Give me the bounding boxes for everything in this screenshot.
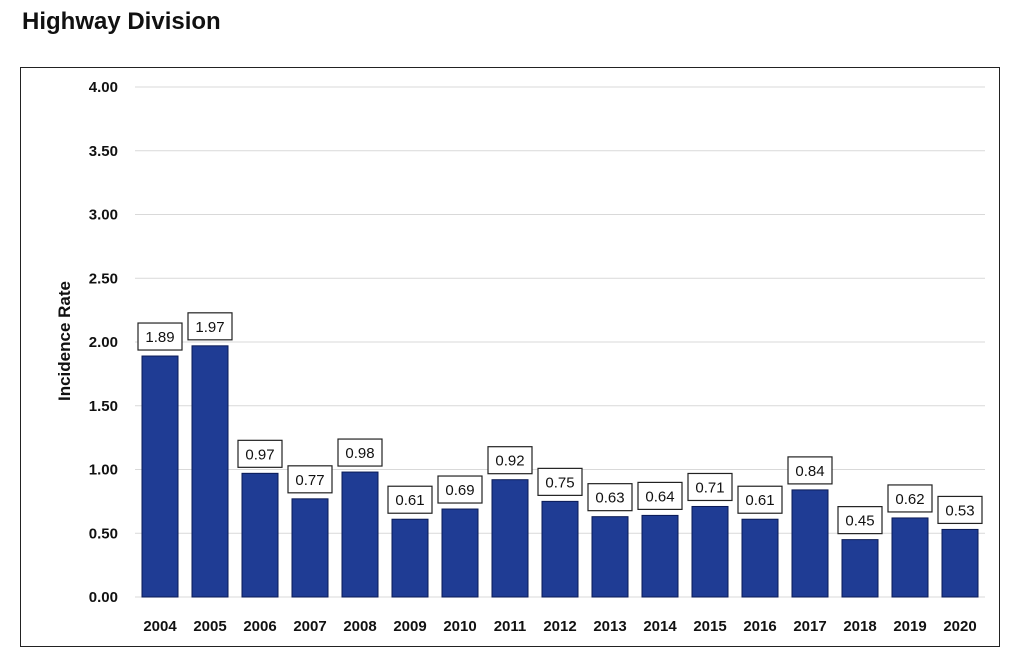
bar xyxy=(891,517,929,598)
data-label-box xyxy=(187,312,233,341)
x-tick-label: 2020 xyxy=(943,618,976,635)
bar xyxy=(741,518,779,598)
data-label: 0.77 xyxy=(295,472,324,489)
bar xyxy=(191,345,229,598)
data-label-box xyxy=(487,446,533,475)
data-label-box xyxy=(887,484,933,513)
data-label: 1.97 xyxy=(195,319,224,336)
y-tick-label: 4.00 xyxy=(89,79,118,96)
data-label: 0.71 xyxy=(695,479,724,496)
bar xyxy=(441,508,479,598)
data-label-box xyxy=(437,475,483,504)
bar xyxy=(691,505,729,598)
bar xyxy=(491,479,529,598)
x-tick-label: 2004 xyxy=(143,618,177,635)
data-labels: 1.89 1.97 0.97 0.77 0.98 0.61 0.69 0.92 0.75 0.63… xyxy=(137,312,983,535)
data-label: 0.98 xyxy=(345,445,374,462)
data-label-box xyxy=(937,495,983,525)
x-tick-label: 2016 xyxy=(743,618,776,635)
data-label: 0.61 xyxy=(395,492,424,509)
y-tick-label: 3.00 xyxy=(89,207,118,224)
bar xyxy=(391,518,429,598)
bar xyxy=(541,500,579,598)
x-tick-label: 2018 xyxy=(843,618,876,635)
data-label: 0.97 xyxy=(245,446,274,463)
data-label-box xyxy=(337,438,383,467)
y-tick-label: 2.50 xyxy=(89,270,118,287)
data-label: 0.63 xyxy=(595,490,624,507)
data-label-box xyxy=(687,472,733,502)
y-axis-ticks: 0.00 0.50 1.00 1.50 2.00 2.50 3.00 3.50 4.00 xyxy=(89,79,118,606)
data-label: 0.92 xyxy=(495,453,524,470)
x-tick-label: 2012 xyxy=(543,618,576,635)
data-label: 1.89 xyxy=(145,329,174,346)
data-label-box xyxy=(637,481,683,510)
data-label: 0.62 xyxy=(895,491,924,508)
bar xyxy=(591,516,629,598)
x-tick-label: 2007 xyxy=(293,618,326,635)
x-axis-ticks: 2004 2005 2006 2007 2008 2009 2010 2011 2012 2013… xyxy=(143,618,976,635)
data-label-box xyxy=(287,465,333,494)
x-tick-label: 2017 xyxy=(793,618,826,635)
bar xyxy=(791,489,829,598)
data-label-box xyxy=(737,485,783,514)
data-label-box xyxy=(837,506,883,535)
y-tick-label: 1.50 xyxy=(89,398,118,415)
y-tick-label: 2.00 xyxy=(89,334,118,351)
data-label: 0.75 xyxy=(545,474,574,491)
data-label: 0.64 xyxy=(645,488,674,505)
bar xyxy=(641,514,679,598)
page-title: Highway Division xyxy=(22,8,221,35)
bar xyxy=(141,355,179,598)
bars xyxy=(141,345,979,598)
y-tick-label: 3.50 xyxy=(89,143,118,160)
data-label-box xyxy=(387,485,433,514)
data-label: 0.69 xyxy=(445,482,474,499)
x-tick-label: 2009 xyxy=(393,618,426,635)
data-label: 0.84 xyxy=(795,463,824,480)
x-tick-label: 2013 xyxy=(593,618,626,635)
bar xyxy=(841,539,879,598)
y-tick-label: 0.50 xyxy=(89,525,118,542)
data-label-box xyxy=(587,483,633,512)
x-tick-label: 2019 xyxy=(893,618,926,635)
bar xyxy=(941,528,979,598)
bar xyxy=(341,471,379,598)
x-tick-label: 2011 xyxy=(494,618,527,635)
x-tick-label: 2014 xyxy=(643,618,677,635)
data-label-box xyxy=(787,456,833,485)
x-tick-label: 2010 xyxy=(443,618,476,635)
y-tick-label: 0.00 xyxy=(89,589,118,606)
x-tick-label: 2005 xyxy=(193,618,226,635)
data-label-box xyxy=(237,439,283,468)
data-label: 0.53 xyxy=(945,502,974,519)
x-tick-label: 2006 xyxy=(243,618,276,635)
data-label: 0.45 xyxy=(845,513,874,530)
x-tick-label: 2015 xyxy=(693,618,726,635)
data-label-box xyxy=(537,467,583,496)
data-label: 0.61 xyxy=(745,492,774,509)
bar xyxy=(241,472,279,598)
x-tick-label: 2008 xyxy=(343,618,376,635)
data-label-box xyxy=(137,322,183,351)
y-axis-label: Incidence Rate xyxy=(55,281,74,401)
bar xyxy=(291,498,329,598)
y-tick-label: 1.00 xyxy=(89,462,118,479)
